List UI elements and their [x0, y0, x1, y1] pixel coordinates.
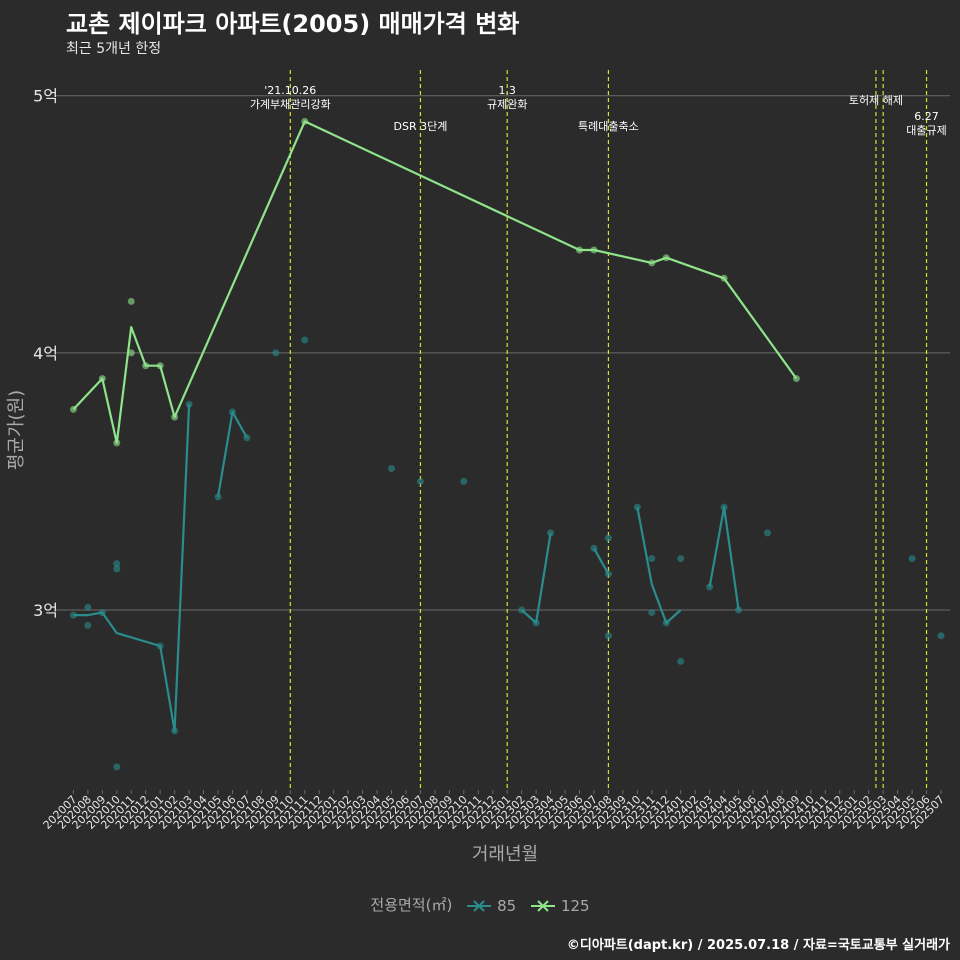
data-point-85 [604, 570, 612, 578]
y-tick-label: 3억 [33, 601, 58, 620]
data-point-85 [301, 336, 309, 344]
series-line-85 [216, 410, 248, 498]
series-line-85 [593, 547, 610, 575]
data-point-85 [763, 529, 771, 537]
data-point-85 [648, 609, 656, 617]
data-point-85 [518, 606, 526, 614]
data-point-85 [185, 400, 193, 408]
data-point-85 [720, 503, 728, 511]
data-point-85 [113, 763, 121, 771]
data-point-125 [301, 117, 309, 125]
legend: 전용면적(㎡) 85 125 [0, 894, 960, 915]
data-point-85 [214, 493, 222, 501]
y-tick-label: 5억 [33, 87, 58, 106]
series-line-85 [636, 506, 682, 625]
data-point-85 [604, 632, 612, 640]
data-point-85 [113, 565, 121, 573]
data-point-85 [84, 603, 92, 611]
data-point-85 [532, 619, 540, 627]
legend-label-125: 125 [560, 896, 590, 915]
legend-item-125[interactable]: 125 [530, 896, 590, 915]
legend-key-125-icon [530, 900, 555, 912]
legend-label-85: 85 [497, 896, 517, 915]
data-point-125 [127, 297, 135, 305]
y-axis-title: 평균가(원) [6, 390, 27, 470]
data-point-125 [792, 375, 800, 383]
series-line-85 [708, 506, 740, 611]
event-annotation: 토허제 해제 [849, 93, 903, 107]
data-point-125 [720, 274, 728, 282]
data-point-85 [388, 465, 396, 473]
event-annotation: 규제완화 [487, 98, 527, 111]
data-point-85 [243, 434, 251, 442]
event-annotation: 6.27 [914, 110, 939, 123]
data-point-85 [937, 632, 945, 640]
data-point-85 [113, 560, 121, 568]
y-tick-label: 4억 [33, 344, 58, 363]
source-caption: ©디아파트(dapt.kr) / 2025.07.18 / 자료=국토교통부 실… [566, 938, 950, 953]
event-annotation: DSR 3단계 [394, 120, 448, 133]
event-annotation: 특례대출축소 [578, 120, 639, 133]
data-point-85 [416, 477, 424, 485]
x-axis-title: 거래년월 [472, 844, 538, 865]
data-point-125 [590, 246, 598, 254]
data-point-125 [113, 439, 121, 447]
data-point-125 [662, 254, 670, 262]
data-point-85 [460, 477, 468, 485]
data-point-85 [662, 619, 670, 627]
data-point-125 [171, 413, 179, 421]
data-point-85 [272, 349, 280, 357]
event-annotation: '21.10.26 [264, 84, 316, 97]
data-point-125 [648, 259, 656, 267]
event-annotation: 1.3 [498, 84, 516, 97]
data-point-85 [677, 657, 685, 665]
chart-title: 교촌 제이파크 아파트(2005) 매매가격 변화 [66, 10, 520, 38]
data-point-85 [677, 555, 685, 563]
data-point-85 [590, 544, 598, 552]
chart-subtitle: 최근 5개년 한정 [66, 41, 162, 57]
data-point-85 [706, 583, 714, 591]
data-point-125 [156, 362, 164, 370]
legend-item-85[interactable]: 85 [467, 897, 516, 915]
series-line-85 [520, 532, 552, 625]
data-point-125 [576, 246, 583, 254]
data-point-125 [69, 405, 77, 413]
data-point-125 [127, 349, 135, 357]
legend-key-85-icon [467, 900, 492, 912]
data-point-85 [98, 609, 106, 617]
series-line-125 [72, 120, 798, 444]
data-point-85 [69, 611, 77, 619]
data-point-125 [98, 375, 106, 383]
data-point-85 [171, 727, 179, 735]
data-point-85 [156, 642, 164, 650]
data-point-85 [908, 555, 916, 563]
data-point-85 [648, 555, 656, 563]
event-annotation: 대출규제 [906, 124, 946, 137]
legend-title: 전용면적(㎡) [370, 896, 453, 914]
series-line-85 [73, 404, 191, 733]
data-point-85 [633, 503, 641, 511]
data-point-85 [547, 529, 555, 537]
data-point-85 [604, 534, 612, 542]
data-point-125 [142, 362, 150, 370]
data-point-85 [735, 606, 743, 614]
data-point-85 [84, 621, 92, 629]
data-point-85 [228, 408, 236, 416]
event-annotation: 가계부채관리강화 [250, 98, 331, 111]
